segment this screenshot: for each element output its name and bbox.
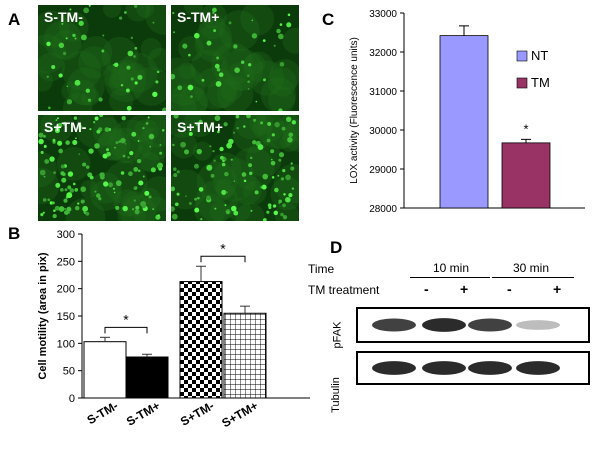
- bar: [439, 35, 489, 209]
- tubulin-label-wrap: Tubulin: [328, 375, 348, 415]
- y-tick-label: 200: [57, 284, 75, 296]
- blot-band: [516, 361, 560, 375]
- significance-bracket: [200, 255, 246, 263]
- legend-label: TM: [531, 75, 550, 90]
- micrograph-label: S+TM+: [177, 119, 223, 135]
- legend-label: NT: [531, 48, 548, 63]
- y-tick-label: 250: [57, 256, 75, 268]
- blot-band: [468, 318, 512, 332]
- y-tick-label: 0: [69, 393, 75, 405]
- time-group-30min: 30 min: [512, 261, 550, 275]
- x-tick-label: S+TM+: [219, 398, 260, 430]
- blot-band: [372, 361, 416, 375]
- time-group-10min: 10 min: [432, 261, 470, 275]
- legend-swatch: [516, 77, 528, 89]
- blot-band: [372, 318, 416, 332]
- significance-star: *: [123, 311, 129, 327]
- micrograph-label: S+TM-: [44, 119, 87, 135]
- treatment-sign: -: [507, 281, 512, 297]
- micrograph-label: S-TM-: [44, 9, 83, 25]
- micrograph-background: [38, 5, 166, 111]
- panel-d-letter: D: [330, 238, 343, 257]
- y-tick-label: 28000: [369, 204, 397, 215]
- treatment-sign: -: [424, 281, 429, 297]
- significance-bracket: [104, 326, 148, 334]
- time-group-30min-underline: [492, 277, 574, 278]
- significance-star: *: [523, 121, 528, 136]
- blot-band: [422, 318, 466, 332]
- tubulin-blot: [356, 351, 590, 385]
- bar: [501, 142, 551, 209]
- microscopy-grid: S-TM- S-TM+ S+TM- S+TM+: [38, 5, 300, 221]
- treatment-sign: +: [553, 281, 562, 297]
- y-tick-label: 300: [57, 229, 75, 241]
- bar: [223, 312, 267, 399]
- time-group-10min-underline: [410, 277, 490, 278]
- micrograph-background: [171, 5, 299, 111]
- y-axis-label: Cell motility (area in pix): [37, 252, 49, 379]
- y-axis-label: LOX activity (Fluorescence units): [349, 37, 360, 184]
- bar: [179, 281, 223, 399]
- micrograph-s-tm-plus: S-TM+: [171, 5, 299, 111]
- pfak-label-wrap: pFAK: [328, 317, 348, 351]
- y-tick-label: 100: [57, 338, 75, 350]
- tubulin-label: Tubulin: [329, 377, 342, 413]
- micrograph-s-plus-tm-plus: S+TM+: [171, 115, 299, 221]
- significance-star: *: [220, 240, 226, 256]
- y-tick-label: 29000: [369, 165, 397, 176]
- panel-a-letter: A: [8, 10, 21, 29]
- micrograph-label: S-TM+: [177, 9, 220, 25]
- time-label: Time: [308, 262, 335, 276]
- blot-band: [468, 361, 512, 375]
- panel-c-letter: C: [322, 10, 335, 29]
- x-tick-label: S+TM-: [178, 398, 216, 428]
- y-tick-label: 32000: [369, 48, 397, 59]
- pfak-blot: [356, 307, 590, 343]
- legend-swatch: [516, 50, 528, 62]
- y-tick-label: 31000: [369, 87, 397, 98]
- x-tick-label: S-TM-: [85, 398, 121, 427]
- y-tick-label: 30000: [369, 126, 397, 137]
- micrograph-s-tm-minus: S-TM-: [38, 5, 166, 111]
- treatment-sign: +: [460, 281, 469, 297]
- bar: [125, 356, 169, 399]
- x-tick-label: S-TM+: [124, 398, 162, 428]
- panel-b-letter: B: [8, 224, 21, 243]
- blot-band: [516, 320, 560, 330]
- micrograph-s-plus-tm-minus: S+TM-: [38, 115, 166, 221]
- treatment-label: TM treatment: [308, 283, 380, 297]
- lox-activity-chart: 28000 29000 30000 31000 32000 33000 LOX activi…: [349, 9, 585, 215]
- blot-band: [422, 361, 466, 375]
- y-tick-label: 50: [63, 366, 75, 378]
- y-tick-label: 33000: [369, 9, 397, 20]
- bar: [83, 341, 127, 399]
- cell-motility-chart: 0 50 100 150 200 250 300 Cell motility (area in…: [37, 229, 310, 430]
- y-tick-label: 150: [57, 311, 75, 323]
- pfak-label: pFAK: [331, 321, 344, 349]
- western-blot-panel: Time TM treatment 10 min 30 min - + - + …: [300, 255, 600, 450]
